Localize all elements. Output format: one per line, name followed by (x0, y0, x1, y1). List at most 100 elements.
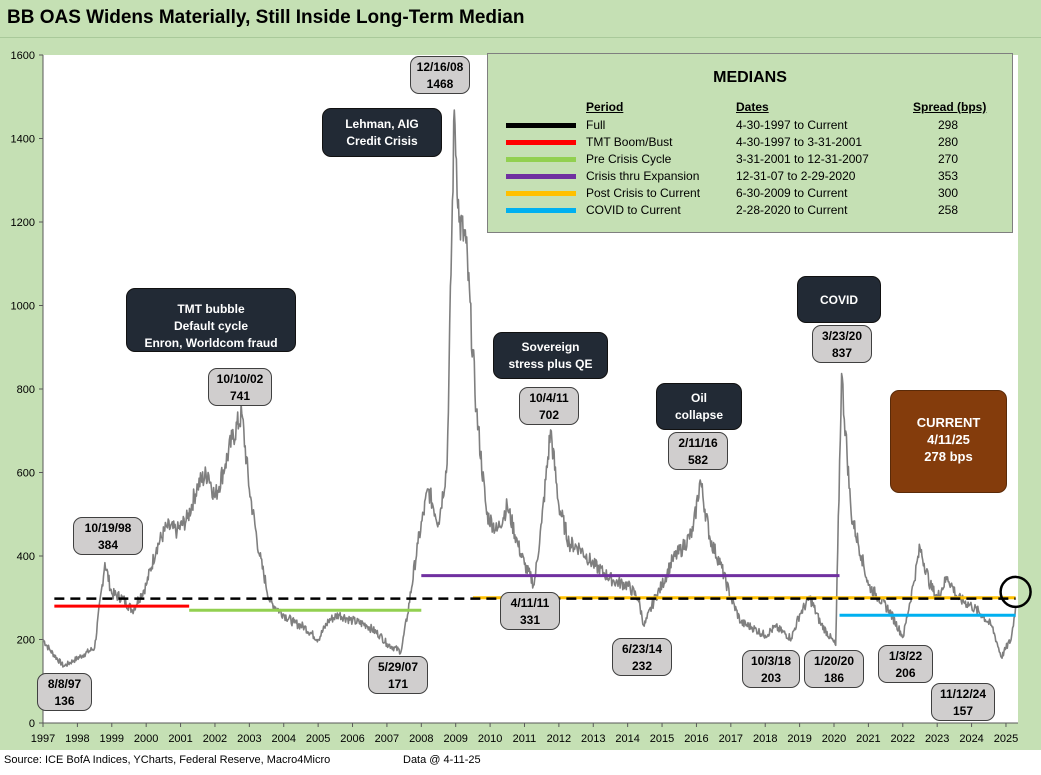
point-label-box: 12/16/08 1468 (410, 56, 470, 94)
point-label-value: 702 (538, 408, 560, 422)
point-label-value: 1468 (426, 77, 454, 91)
point-label-date: 8/8/97 (47, 677, 82, 691)
x-tick-label: 2023 (925, 733, 949, 745)
medians-table: MEDIANS Period Dates Spread (bps) Full 4-… (487, 53, 1013, 233)
point-label-box: 2/11/16 582 (668, 432, 728, 470)
y-tick-label: 1000 (11, 301, 35, 313)
point-label-box: 10/4/11 702 (519, 387, 579, 425)
x-tick-label: 2014 (615, 733, 639, 745)
median-swatch (506, 208, 576, 213)
current-box-line: 4/11/25 (927, 432, 970, 447)
tmt-event-box: TMT bubble Default cycle Enron, Worldcom… (126, 288, 296, 352)
point-label-date: 10/3/18 (750, 654, 792, 668)
title-bar: BB OAS Widens Materially, Still Inside L… (0, 0, 1041, 38)
median-swatch (506, 123, 576, 128)
point-label-box: 10/10/02 741 (208, 368, 272, 406)
oil-event-line: Oil (690, 391, 707, 405)
x-tick-label: 2005 (306, 733, 330, 745)
x-tick-label: 2004 (271, 733, 295, 745)
x-tick-label: 2006 (340, 733, 364, 745)
x-tick-label: 2019 (787, 733, 811, 745)
median-swatch (506, 191, 576, 196)
point-label-date: 1/20/20 (813, 654, 855, 668)
median-dates: 12-31-07 to 2-29-2020 (736, 169, 856, 183)
medians-row: Crisis thru Expansion 12-31-07 to 2-29-20… (488, 169, 1012, 186)
covid-event-box: COVID (797, 276, 881, 323)
current-marker-circle (999, 575, 1032, 609)
tmt-event-line: TMT bubble (177, 302, 245, 316)
point-label-date: 10/10/02 (216, 372, 264, 386)
point-label-value: 136 (54, 694, 75, 708)
median-dates: 2-28-2020 to Current (736, 203, 848, 217)
median-period: Crisis thru Expansion (586, 169, 700, 183)
median-swatch (506, 174, 576, 179)
y-tick-label: 1200 (11, 217, 35, 229)
median-dates: 4-30-1997 to 3-31-2001 (736, 135, 863, 149)
median-period: Post Crisis to Current (586, 186, 701, 200)
sovereign-event-box: Sovereign stress plus QE (493, 332, 608, 379)
point-label-value: 206 (895, 666, 916, 680)
median-spread: 280 (938, 135, 959, 149)
x-tick-label: 2001 (168, 733, 192, 745)
point-label-date: 6/23/14 (621, 642, 663, 656)
x-tick-label: 2010 (478, 733, 502, 745)
x-tick-label: 2002 (203, 733, 227, 745)
point-label-box: 1/3/22 206 (878, 645, 933, 683)
x-tick-label: 2011 (513, 733, 537, 745)
point-label-date: 11/12/24 (939, 687, 987, 701)
y-tick-label: 1400 (11, 134, 35, 146)
x-tick-label: 2021 (856, 733, 880, 745)
sovereign-event-line: stress plus QE (508, 357, 593, 371)
point-label-date: 2/11/16 (678, 436, 718, 450)
x-tick-label: 2015 (650, 733, 674, 745)
point-label-value: 186 (823, 671, 845, 685)
medians-title: MEDIANS (713, 69, 787, 86)
x-tick-label: 2013 (581, 733, 605, 745)
x-tick-label: 2016 (684, 733, 708, 745)
median-spread: 258 (938, 203, 959, 217)
point-label-value: 171 (387, 677, 409, 691)
x-tick-label: 2000 (134, 733, 158, 745)
median-period: Pre Crisis Cycle (586, 152, 672, 166)
point-label-value: 203 (760, 671, 782, 685)
medians-header-spread: Spread (bps) (913, 100, 987, 114)
median-swatch (506, 157, 576, 162)
point-label-value: 331 (519, 613, 541, 627)
point-label-box: 3/23/20 837 (812, 325, 872, 363)
point-label-value: 741 (229, 389, 251, 403)
tmt-event-line: Default cycle (173, 319, 249, 333)
point-label-box: 11/12/24 157 (931, 683, 995, 721)
medians-row: Post Crisis to Current 6-30-2009 to Curre… (488, 186, 1012, 203)
x-tick-label: 1997 (31, 733, 55, 745)
covid-event-line: COVID (819, 293, 858, 307)
x-tick-label: 1998 (65, 733, 89, 745)
point-label-value: 157 (952, 704, 974, 718)
medians-row: TMT Boom/Bust 4-30-1997 to 3-31-2001 280 (488, 135, 1012, 152)
chart-title: BB OAS Widens Materially, Still Inside L… (7, 7, 525, 28)
x-tick-label: 2025 (994, 733, 1018, 745)
median-dates: 4-30-1997 to Current (736, 118, 848, 132)
lehman-event-box: Lehman, AIG Credit Crisis (322, 108, 442, 157)
point-label-date: 5/29/07 (377, 660, 419, 674)
x-tick-label: 2020 (822, 733, 846, 745)
median-period: TMT Boom/Bust (586, 135, 673, 149)
point-label-box: 5/29/07 171 (368, 656, 428, 694)
x-tick-label: 2024 (959, 733, 983, 745)
x-tick-label: 2008 (409, 733, 433, 745)
point-label-date: 12/16/08 (416, 60, 464, 74)
oas-series-line (42, 109, 1017, 668)
median-spread: 300 (938, 186, 959, 200)
point-label-value: 582 (687, 453, 709, 467)
current-spread-box: CURRENT 4/11/25 278 bps (890, 390, 1007, 493)
medians-header-dates: Dates (736, 100, 769, 114)
median-swatch (506, 140, 576, 145)
y-tick-label: 200 (17, 635, 35, 647)
point-label-date: 10/19/98 (84, 521, 132, 535)
y-tick-label: 0 (29, 718, 35, 730)
median-spread: 270 (938, 152, 959, 166)
median-dates: 6-30-2009 to Current (736, 186, 848, 200)
point-label-box: 10/3/18 203 (742, 650, 800, 688)
x-tick-label: 1999 (100, 733, 124, 745)
point-label-date: 4/11/11 (510, 596, 550, 610)
footer: Source: ICE BofA Indices, YCharts, Feder… (0, 750, 1041, 775)
